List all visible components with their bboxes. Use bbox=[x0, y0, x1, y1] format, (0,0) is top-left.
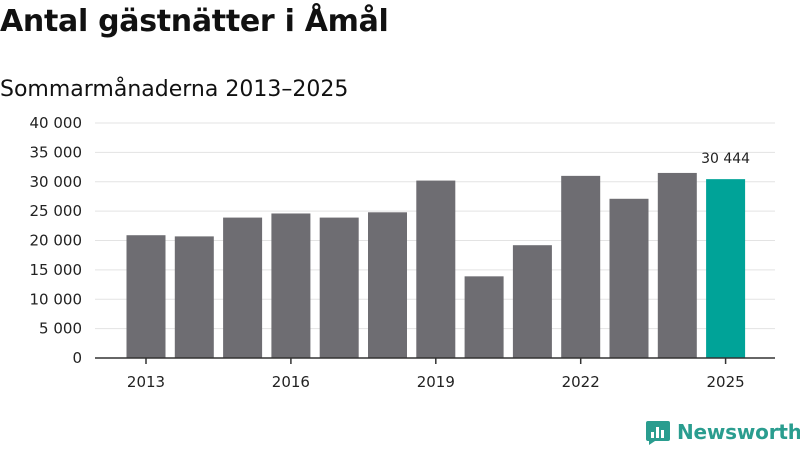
bar-2025 bbox=[706, 179, 746, 358]
brand-name: Newsworthy bbox=[677, 420, 800, 444]
y-tick-label: 40 000 bbox=[30, 114, 83, 132]
bar-2024 bbox=[657, 172, 697, 358]
y-tick-label: 20 000 bbox=[30, 232, 83, 250]
bars bbox=[126, 172, 746, 358]
x-axis bbox=[95, 357, 775, 364]
bar-2015 bbox=[223, 217, 263, 358]
x-tick-label: 2022 bbox=[562, 373, 600, 391]
bar-2018 bbox=[368, 212, 407, 358]
bar-2019 bbox=[416, 180, 456, 358]
x-tick-label: 2025 bbox=[707, 373, 745, 391]
y-tick-label: 35 000 bbox=[30, 143, 83, 161]
y-tick-label: 0 bbox=[72, 349, 82, 367]
x-tick-label: 2019 bbox=[417, 373, 455, 391]
y-tick-label: 30 000 bbox=[30, 173, 83, 191]
bar-2016 bbox=[271, 213, 311, 358]
x-axis-labels: 2013 2016 2019 2022 2025 bbox=[127, 373, 745, 391]
bar-2021 bbox=[512, 245, 552, 358]
bar-2023 bbox=[609, 198, 649, 358]
data-label-2025: 30 444 bbox=[701, 151, 750, 167]
brand-logo: Newsworthy bbox=[645, 419, 800, 445]
bar-2022 bbox=[561, 175, 601, 358]
bar-2017 bbox=[319, 217, 359, 358]
bar-2014 bbox=[174, 236, 214, 358]
bar-2020 bbox=[464, 276, 504, 358]
bar-2013 bbox=[126, 235, 166, 358]
chart-title: Antal gästnätter i Åmål bbox=[0, 4, 389, 39]
chart-subtitle: Sommarmånaderna 2013–2025 bbox=[0, 77, 349, 102]
y-axis-labels: 0 5 000 10 000 15 000 20 000 25 000 30 000 35 0… bbox=[30, 114, 83, 367]
y-tick-label: 25 000 bbox=[30, 202, 83, 220]
y-tick-label: 15 000 bbox=[30, 261, 83, 279]
y-tick-label: 10 000 bbox=[30, 290, 83, 308]
newsworthy-logo-icon bbox=[646, 421, 670, 445]
bar-chart: 0 5 000 10 000 15 000 20 000 25 000 30 000 35 0… bbox=[30, 114, 775, 391]
y-tick-label: 5 000 bbox=[39, 320, 82, 338]
data-labels: 30 444 bbox=[701, 151, 750, 167]
x-tick-label: 2013 bbox=[127, 373, 165, 391]
x-tick-label: 2016 bbox=[272, 373, 310, 391]
